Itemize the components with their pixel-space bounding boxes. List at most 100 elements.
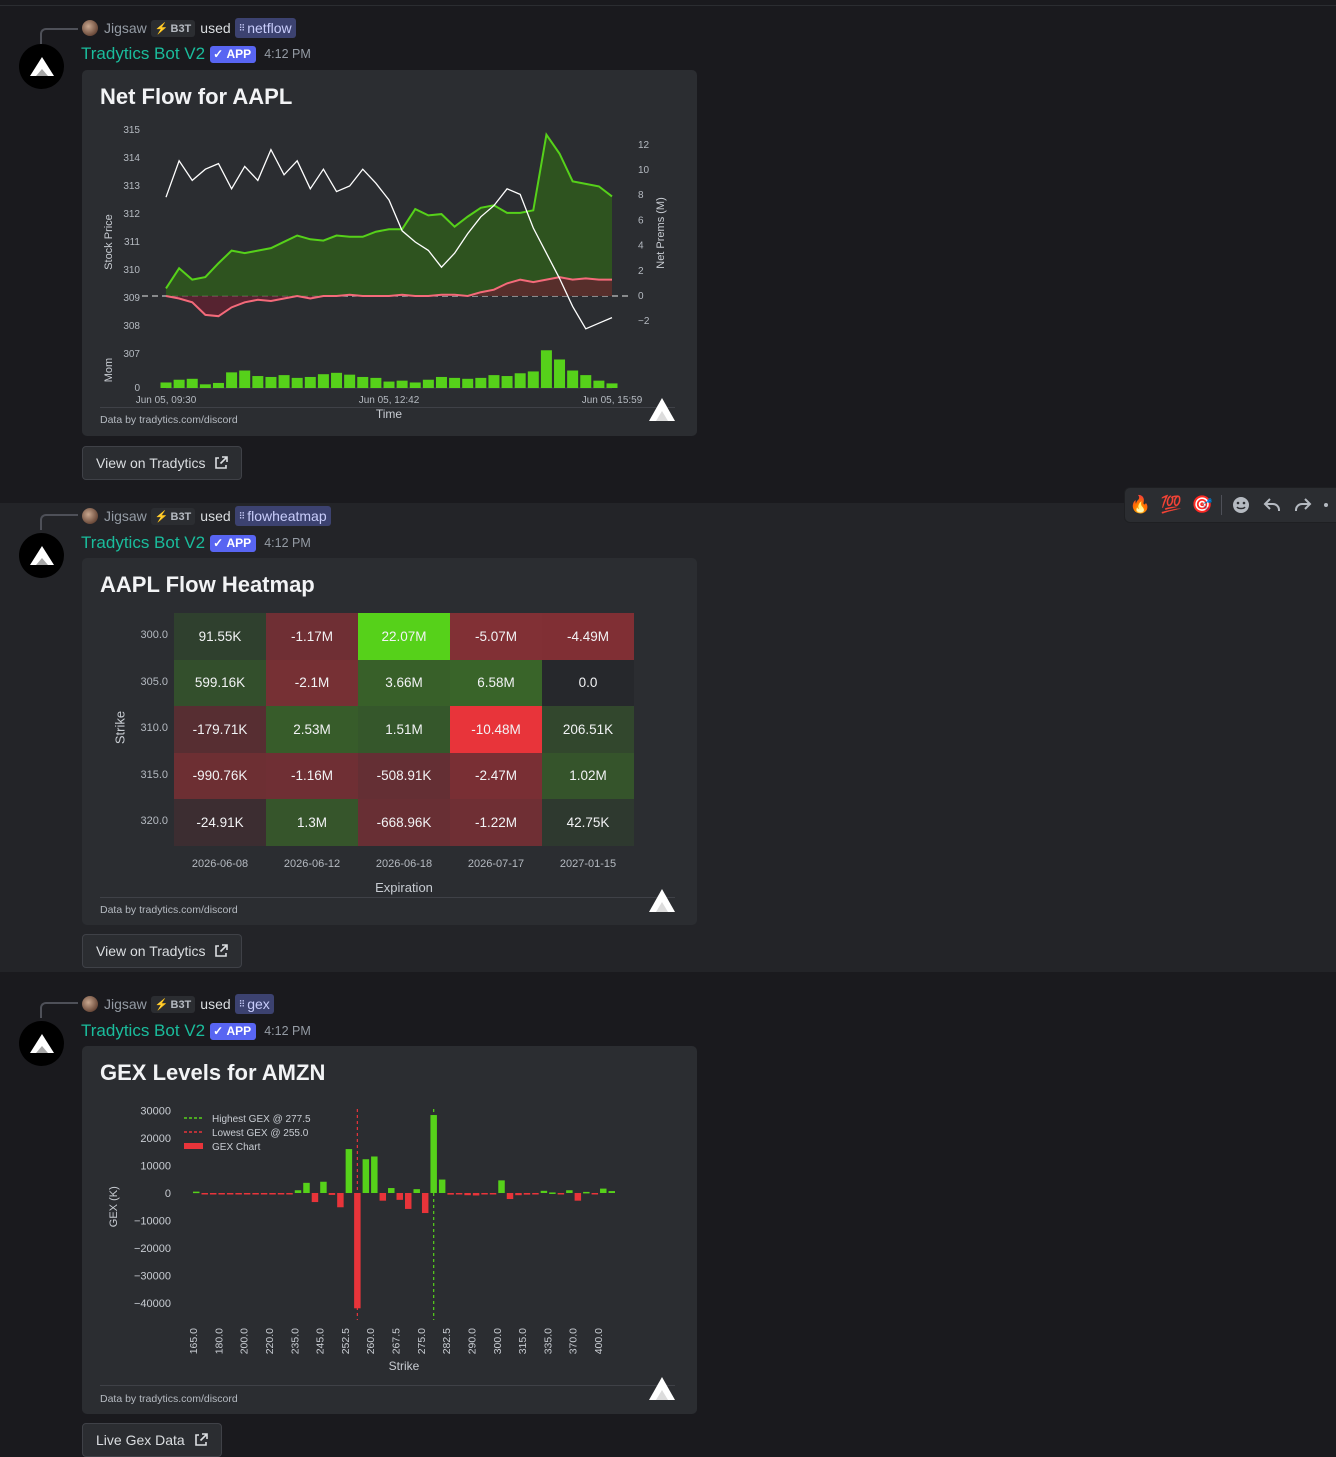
- more-button[interactable]: [1318, 489, 1334, 521]
- add-reaction-icon: [1232, 497, 1249, 513]
- gex-tick-label: 0: [165, 1188, 171, 1200]
- gex-bar: [286, 1193, 293, 1195]
- embed-title: Net Flow for AAPL: [100, 84, 293, 109]
- volume-bar: [344, 374, 356, 388]
- user-avatar[interactable]: [82, 996, 98, 1012]
- gex-bar: [591, 1193, 599, 1195]
- prem-tick-label: 4: [638, 241, 644, 252]
- slash-command[interactable]: ⠿ flowheatmap: [234, 506, 331, 526]
- volume-bar: [501, 376, 513, 388]
- bot-username[interactable]: Tradytics Bot V2: [81, 1021, 206, 1040]
- slash-command[interactable]: ⠿ gex: [234, 994, 274, 1014]
- volume-tick-label: 0: [134, 383, 140, 394]
- command-name: netflow: [247, 20, 292, 36]
- gex-bar: [379, 1193, 387, 1201]
- slash-command[interactable]: ⠿ netflow: [234, 18, 296, 38]
- time-tick-label: Jun 05, 09:30: [136, 395, 197, 406]
- gex-bar: [405, 1193, 412, 1209]
- heatmap-cell: 0.0: [542, 659, 634, 706]
- time-axis-title: Time: [376, 407, 403, 421]
- gex-tick-label: 20000: [140, 1133, 171, 1145]
- gex-tick-label: 10000: [140, 1161, 171, 1173]
- strike-tick-label: 300.0: [140, 629, 168, 641]
- guild-tag[interactable]: ⚡ B3T: [150, 507, 196, 525]
- used-text: used: [200, 996, 231, 1012]
- expiration-tick-label: 2026-06-18: [375, 857, 433, 870]
- command-name: flowheatmap: [247, 508, 327, 524]
- user-avatar[interactable]: [82, 508, 98, 524]
- timestamp[interactable]: 4:12 PM: [264, 47, 311, 61]
- prem-tick-label: 2: [638, 266, 644, 277]
- reply-header[interactable]: Jigsaw ⚡ B3T used ⠿ gex: [82, 993, 274, 1015]
- gex-tick-label: 30000: [140, 1106, 171, 1118]
- reply-username[interactable]: Jigsaw: [104, 508, 147, 524]
- strike-axis-title: Strike: [112, 710, 128, 745]
- gex-bar: [362, 1159, 370, 1193]
- heatmap-cell: -24.91K: [174, 799, 266, 846]
- bot-avatar[interactable]: [19, 1021, 64, 1066]
- heatmap-cell: 91.55K: [174, 613, 266, 660]
- gex-bar: [337, 1193, 344, 1208]
- external-link-icon: [194, 1433, 208, 1446]
- reply-username[interactable]: Jigsaw: [104, 20, 147, 36]
- volume-bar: [488, 375, 500, 388]
- price-tick-label: 315: [123, 125, 140, 136]
- timestamp[interactable]: 4:12 PM: [264, 536, 311, 550]
- volume-bar: [383, 381, 395, 388]
- volume-bar: [527, 371, 539, 388]
- strike-tick-label: 275.0: [416, 1328, 428, 1354]
- heatmap-cell: -10.48M: [450, 706, 542, 753]
- view-on-tradytics-button[interactable]: View on Tradytics: [82, 934, 243, 968]
- timestamp[interactable]: 4:12 PM: [264, 1024, 311, 1038]
- heatmap-chart: 300.0 91.55K -1.17M 22.07M -5.07M -4.49M 305.0…: [82, 558, 697, 895]
- heatmap-cell: -179.71K: [174, 706, 266, 753]
- reply-username[interactable]: Jigsaw: [104, 996, 147, 1012]
- gex-bar: [303, 1182, 310, 1193]
- price-tick-label: 312: [123, 209, 140, 220]
- gex-bar: [583, 1191, 590, 1194]
- strike-tick-label: 370.0: [568, 1328, 580, 1354]
- embed-footer: Data by tradytics.com/discord: [100, 904, 238, 916]
- gex-bar: [549, 1192, 556, 1194]
- add-reaction-button[interactable]: [1225, 489, 1256, 521]
- button-label: View on Tradytics: [96, 455, 206, 471]
- forward-button[interactable]: [1287, 489, 1318, 521]
- bot-username[interactable]: Tradytics Bot V2: [81, 533, 206, 552]
- volume-bar: [357, 376, 369, 388]
- reaction-target-button[interactable]: 🎯: [1191, 495, 1214, 514]
- price-tick-label: 310: [123, 265, 140, 276]
- guild-tag[interactable]: ⚡ B3T: [150, 19, 196, 37]
- message-flowheatmap: Jigsaw ⚡ B3T used ⠿ flowheatmap Tradytics …: [0, 503, 1336, 972]
- external-link-icon: [215, 456, 229, 469]
- prem-tick-label: −2: [638, 316, 650, 327]
- volume-bar: [252, 376, 264, 388]
- gex-bar: [269, 1193, 276, 1195]
- reply-header[interactable]: Jigsaw ⚡ B3T used ⠿ flowheatmap: [82, 505, 331, 527]
- more-icon: [1324, 503, 1328, 507]
- gex-bar: [294, 1190, 302, 1193]
- volume-bar: [226, 372, 238, 388]
- live-gex-data-button[interactable]: Live Gex Data: [82, 1423, 222, 1457]
- gex-axis-title: GEX (K): [108, 1186, 120, 1227]
- bot-avatar[interactable]: [19, 533, 64, 578]
- verified-check-icon: ✓: [213, 1024, 224, 1038]
- netflow-chart: 315 314 313 312 311 310 309 308 307 12 10 8 6 4 2 0 −2 St…: [103, 125, 667, 421]
- volume-bar: [409, 382, 421, 388]
- heatmap-cell: 599.16K: [174, 659, 266, 706]
- reply-connector: [40, 514, 78, 530]
- guild-tag[interactable]: ⚡ B3T: [150, 995, 196, 1013]
- volume-bar: [514, 373, 526, 388]
- gex-bar: [455, 1193, 463, 1195]
- reaction-fire-button[interactable]: 🔥: [1129, 495, 1152, 514]
- view-on-tradytics-button[interactable]: View on Tradytics: [82, 446, 243, 480]
- reply-button[interactable]: [1256, 489, 1287, 521]
- bot-avatar[interactable]: [19, 44, 64, 89]
- heatmap-cell: 1.02M: [542, 752, 634, 799]
- gex-tick-label: −30000: [134, 1270, 171, 1282]
- reaction-100-button[interactable]: 💯: [1160, 495, 1183, 514]
- gex-tick-label: −20000: [134, 1243, 171, 1255]
- strike-tick-label: 220.0: [264, 1328, 276, 1354]
- reply-header[interactable]: Jigsaw ⚡ B3T used ⠿ netflow: [82, 17, 296, 39]
- user-avatar[interactable]: [82, 20, 98, 36]
- bot-username[interactable]: Tradytics Bot V2: [81, 44, 206, 63]
